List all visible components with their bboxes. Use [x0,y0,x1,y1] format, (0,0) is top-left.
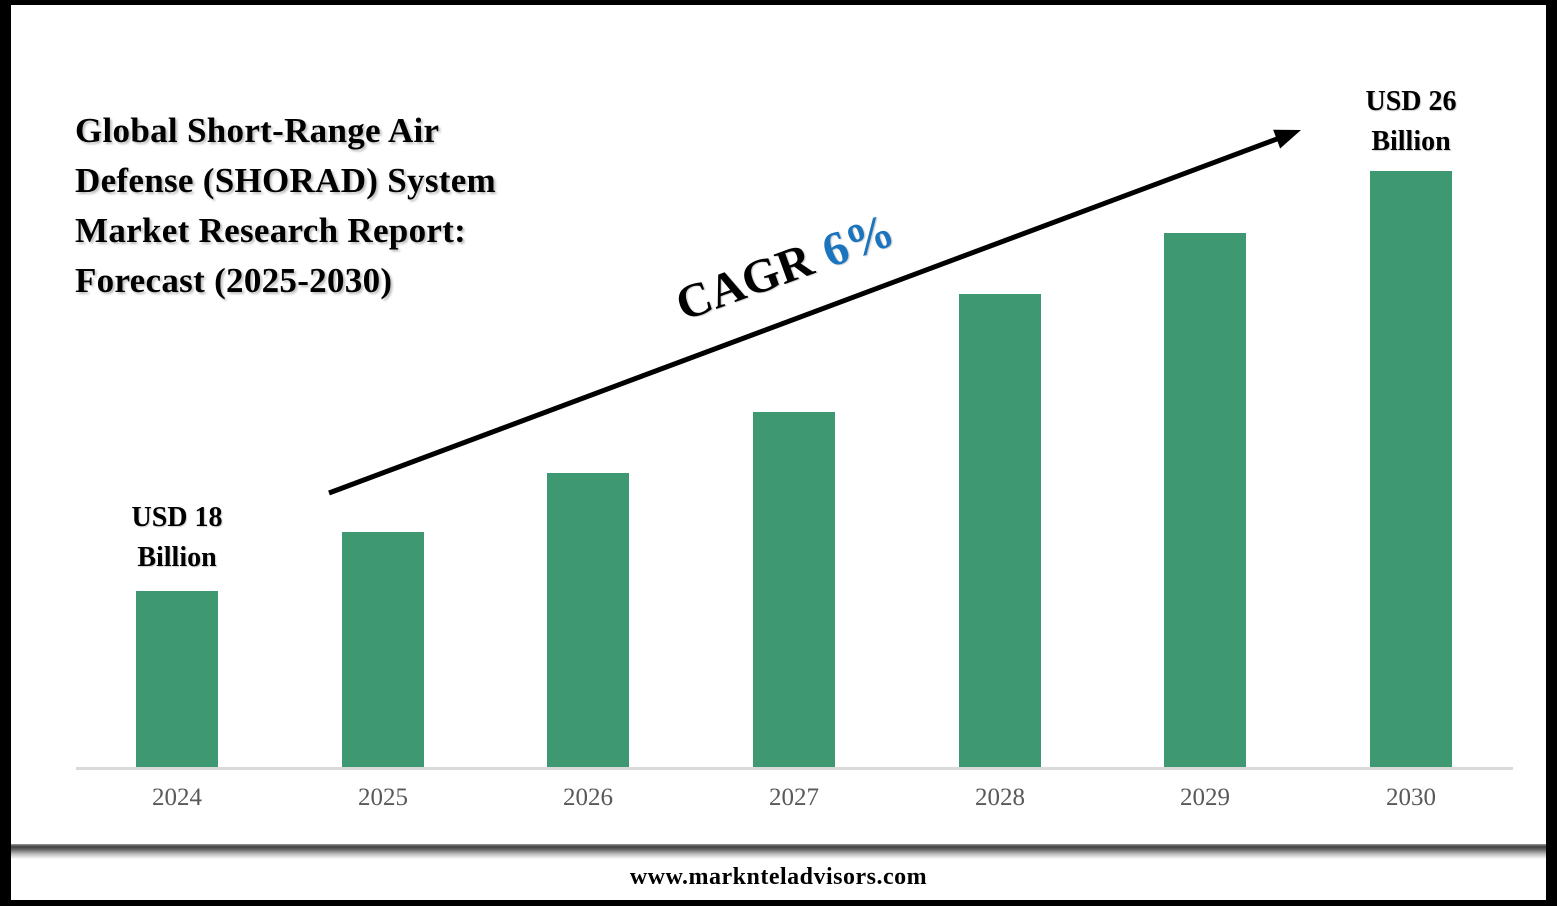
x-axis-line [76,767,1513,770]
footer-divider [11,844,1546,859]
value-label-2030: USD 26 Billion [1301,82,1521,162]
x-axis-label-2025: 2025 [358,784,408,811]
page-title-line-1: Global Short-Range Air [75,111,440,150]
page-title-line-3: Market Research Report: [75,211,467,250]
bar-2025 [342,532,424,770]
x-axis-label-2026: 2026 [563,784,613,811]
page-title-line-4: Forecast (2025-2030) [75,261,393,300]
frame-border-top [0,0,1557,5]
frame-border-bottom [0,900,1557,906]
page-title-line-2: Defense (SHORAD) System [75,161,497,200]
x-axis-label-2028: 2028 [975,784,1025,811]
footer-website-text: www.marknteladvisors.com [629,864,928,890]
value-label-2024-line-2: Billion [137,542,217,573]
x-axis-label-2027: 2027 [769,784,819,811]
cagr-annotation-prefix: CAGR [668,233,820,332]
x-axis-label-2024: 2024 [152,784,202,811]
frame-border-right [1546,0,1557,906]
bar-2026 [547,473,629,770]
bar-2029 [1164,233,1246,770]
growth-arrow-head-icon [1273,129,1301,149]
bar-2030 [1370,171,1452,770]
frame-border-left [0,0,11,906]
bar-2028 [959,294,1041,770]
cagr-annotation-value: 6% [815,203,902,279]
bar-2027 [753,412,835,770]
cagr-annotation: CAGR6% [578,170,991,365]
value-label-2024-line-1: USD 18 [131,502,223,533]
bar-2024 [136,591,218,770]
page-title: Global Short-Range Air Defense (SHORAD) … [75,106,496,306]
value-label-2024: USD 18 Billion [67,498,287,578]
value-label-2030-line-2: Billion [1371,126,1451,157]
x-axis-label-2029: 2029 [1180,784,1230,811]
x-axis-label-2030: 2030 [1386,784,1436,811]
value-label-2030-line-1: USD 26 [1365,86,1457,117]
